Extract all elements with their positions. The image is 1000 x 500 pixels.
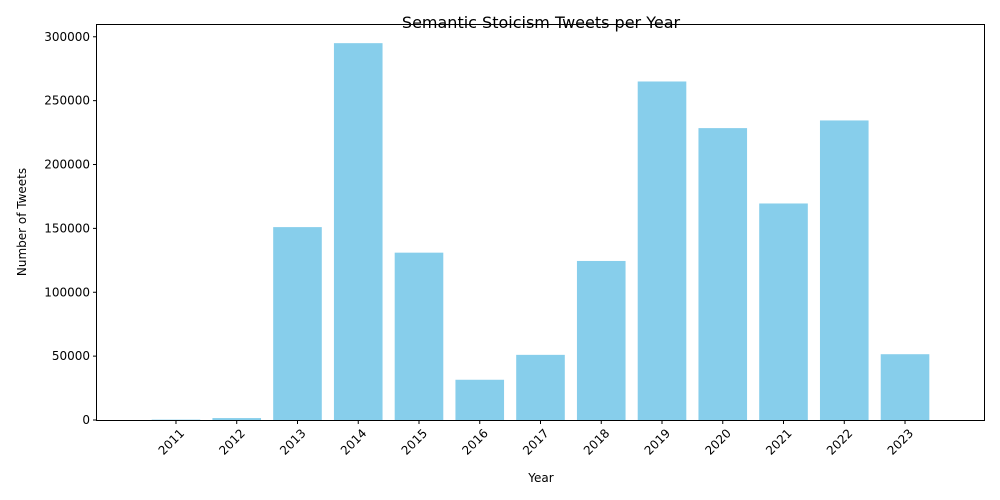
x-tick-label: 2019 xyxy=(642,426,673,457)
x-tick-label: 2021 xyxy=(763,426,794,457)
y-tick-label: 100000 xyxy=(44,285,90,299)
bar-2013 xyxy=(273,227,322,420)
x-tick-label: 2015 xyxy=(399,426,430,457)
x-axis-label: Year xyxy=(527,471,553,485)
bars-group xyxy=(151,43,930,421)
y-tick-label: 300000 xyxy=(44,30,90,44)
y-tick-label: 0 xyxy=(82,413,90,427)
bar-2015 xyxy=(394,252,444,420)
y-tick-label: 200000 xyxy=(44,158,90,172)
bar-2017 xyxy=(516,354,565,420)
y-axis-ticks: 0 50000 100000 150000 200000 250000 300000 xyxy=(44,30,97,427)
x-tick-label: 2020 xyxy=(702,426,733,457)
x-tick-label: 2018 xyxy=(581,426,612,457)
bar-2019 xyxy=(637,81,687,420)
x-tick-label: 2022 xyxy=(824,426,855,457)
y-tick-label: 250000 xyxy=(44,94,90,108)
y-axis-label: Number of Tweets xyxy=(15,168,29,276)
bar-2021 xyxy=(759,203,808,420)
bar-2022 xyxy=(819,120,869,420)
y-tick-label: 150000 xyxy=(44,221,90,235)
bar-2020 xyxy=(698,128,748,420)
x-tick-label: 2023 xyxy=(885,426,916,457)
x-tick-label: 2012 xyxy=(216,426,247,457)
plot-frame xyxy=(96,24,985,421)
x-axis-ticks: 2011 2012 2013 2014 2015 2016 2017 2018 2019 2020… xyxy=(156,420,916,458)
bar-2016 xyxy=(455,379,505,420)
x-tick-label: 2016 xyxy=(459,426,490,457)
x-tick-label: 2013 xyxy=(277,426,308,457)
chart-title: Semantic Stoicism Tweets per Year xyxy=(402,13,681,32)
bar-2014 xyxy=(333,43,383,421)
bar-2018 xyxy=(576,260,626,420)
bar-2012 xyxy=(212,418,262,420)
x-tick-label: 2014 xyxy=(338,426,369,457)
x-tick-label: 2011 xyxy=(156,426,187,457)
x-tick-label: 2017 xyxy=(520,426,551,457)
y-tick-label: 50000 xyxy=(52,349,90,363)
bar-2023 xyxy=(880,354,930,420)
